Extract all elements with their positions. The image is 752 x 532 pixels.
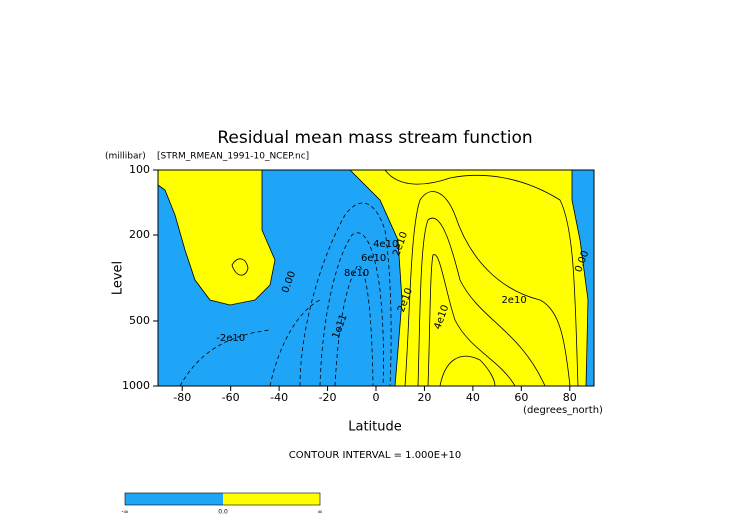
x-tick-label: 20	[417, 391, 431, 404]
contour-label: 6e10	[361, 253, 386, 264]
contour-interval: CONTOUR INTERVAL = 1.000E+10	[289, 450, 461, 461]
y-tick-label: 100	[129, 163, 150, 176]
colorbar-negative	[125, 493, 223, 505]
colorbar-label: ∞	[318, 509, 323, 516]
colorbar-label: 0.0	[218, 509, 228, 516]
y-tick-label: 1000	[122, 379, 150, 392]
plot-area: 0.00-2e10 1e118e106e104e102e102e104e102e1…	[157, 169, 595, 387]
contour-label: 2e10	[501, 295, 526, 306]
x-tick-label: 40	[466, 391, 480, 404]
x-tick-label: -60	[222, 391, 240, 404]
chart-title: Residual mean mass stream function	[217, 128, 532, 148]
x-tick-label: 0	[373, 391, 380, 404]
x-tick-label: -80	[173, 391, 191, 404]
colorbar-positive	[223, 493, 320, 505]
x-tick-label: 80	[563, 391, 577, 404]
colorbar-label: -∞	[121, 509, 128, 516]
negative-region	[158, 170, 402, 386]
contour-label: -2e10	[216, 333, 245, 344]
contour-label: 8e10	[344, 268, 369, 279]
x-tick-label: -40	[270, 391, 288, 404]
y-axis-label: Level	[111, 261, 126, 295]
x-tick-label: 60	[514, 391, 528, 404]
contour-lines	[157, 169, 589, 387]
y-tick-label: 500	[129, 314, 150, 327]
x-axis-label: Latitude	[348, 420, 402, 435]
colorbar-frame	[124, 492, 321, 506]
subtitle: [STRM_RMEAN_1991-10_NCEP.nc]	[157, 152, 309, 162]
y-units: (millibar)	[105, 152, 146, 162]
y-tick-label: 200	[129, 228, 150, 241]
x-units: (degrees_north)	[523, 405, 603, 416]
contour-label: 4e10	[373, 239, 398, 250]
x-tick-label: -20	[319, 391, 337, 404]
negative-region	[572, 170, 594, 386]
colorbar	[124, 492, 321, 506]
